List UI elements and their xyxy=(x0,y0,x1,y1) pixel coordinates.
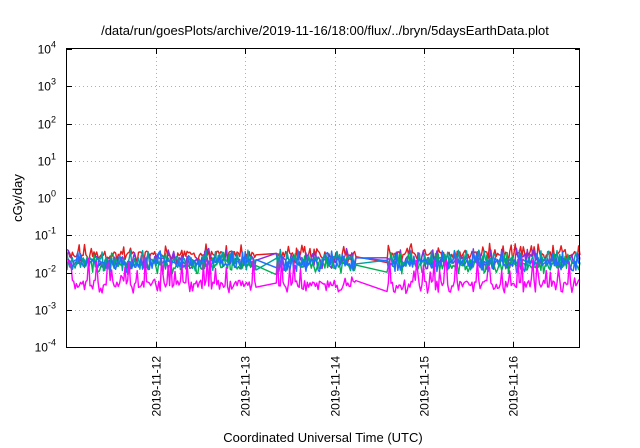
grid xyxy=(67,49,580,347)
x-tick-label: 2019-11-13 xyxy=(239,356,253,417)
series-line xyxy=(66,257,581,295)
x-axis-label: Coordinated Universal Time (UTC) xyxy=(223,430,422,445)
y-tick-label: 10-4 xyxy=(35,338,56,355)
y-tick-label: 10-2 xyxy=(35,264,56,281)
y-tick-label: 102 xyxy=(38,115,56,132)
y-tick-label: 101 xyxy=(38,152,56,169)
y-axis-label: cGy/day xyxy=(10,174,25,222)
chart-title: /data/run/goesPlots/archive/2019-11-16/1… xyxy=(101,23,549,38)
y-tick-label: 104 xyxy=(38,40,56,57)
plot-area xyxy=(66,242,581,295)
x-tick-label: 2019-11-15 xyxy=(418,356,432,417)
y-tick-label: 103 xyxy=(38,77,56,94)
x-axis: 2019-11-12 2019-11-13 2019-11-14 2019-11-15… xyxy=(150,49,521,417)
x-tick-label: 2019-11-16 xyxy=(507,356,521,417)
x-tick-label: 2019-11-14 xyxy=(329,356,343,417)
y-tick-label: 10-1 xyxy=(35,226,56,243)
y-tick-label: 100 xyxy=(38,189,56,206)
y-tick-label: 10-3 xyxy=(35,301,56,318)
x-tick-label: 2019-11-12 xyxy=(150,356,164,417)
